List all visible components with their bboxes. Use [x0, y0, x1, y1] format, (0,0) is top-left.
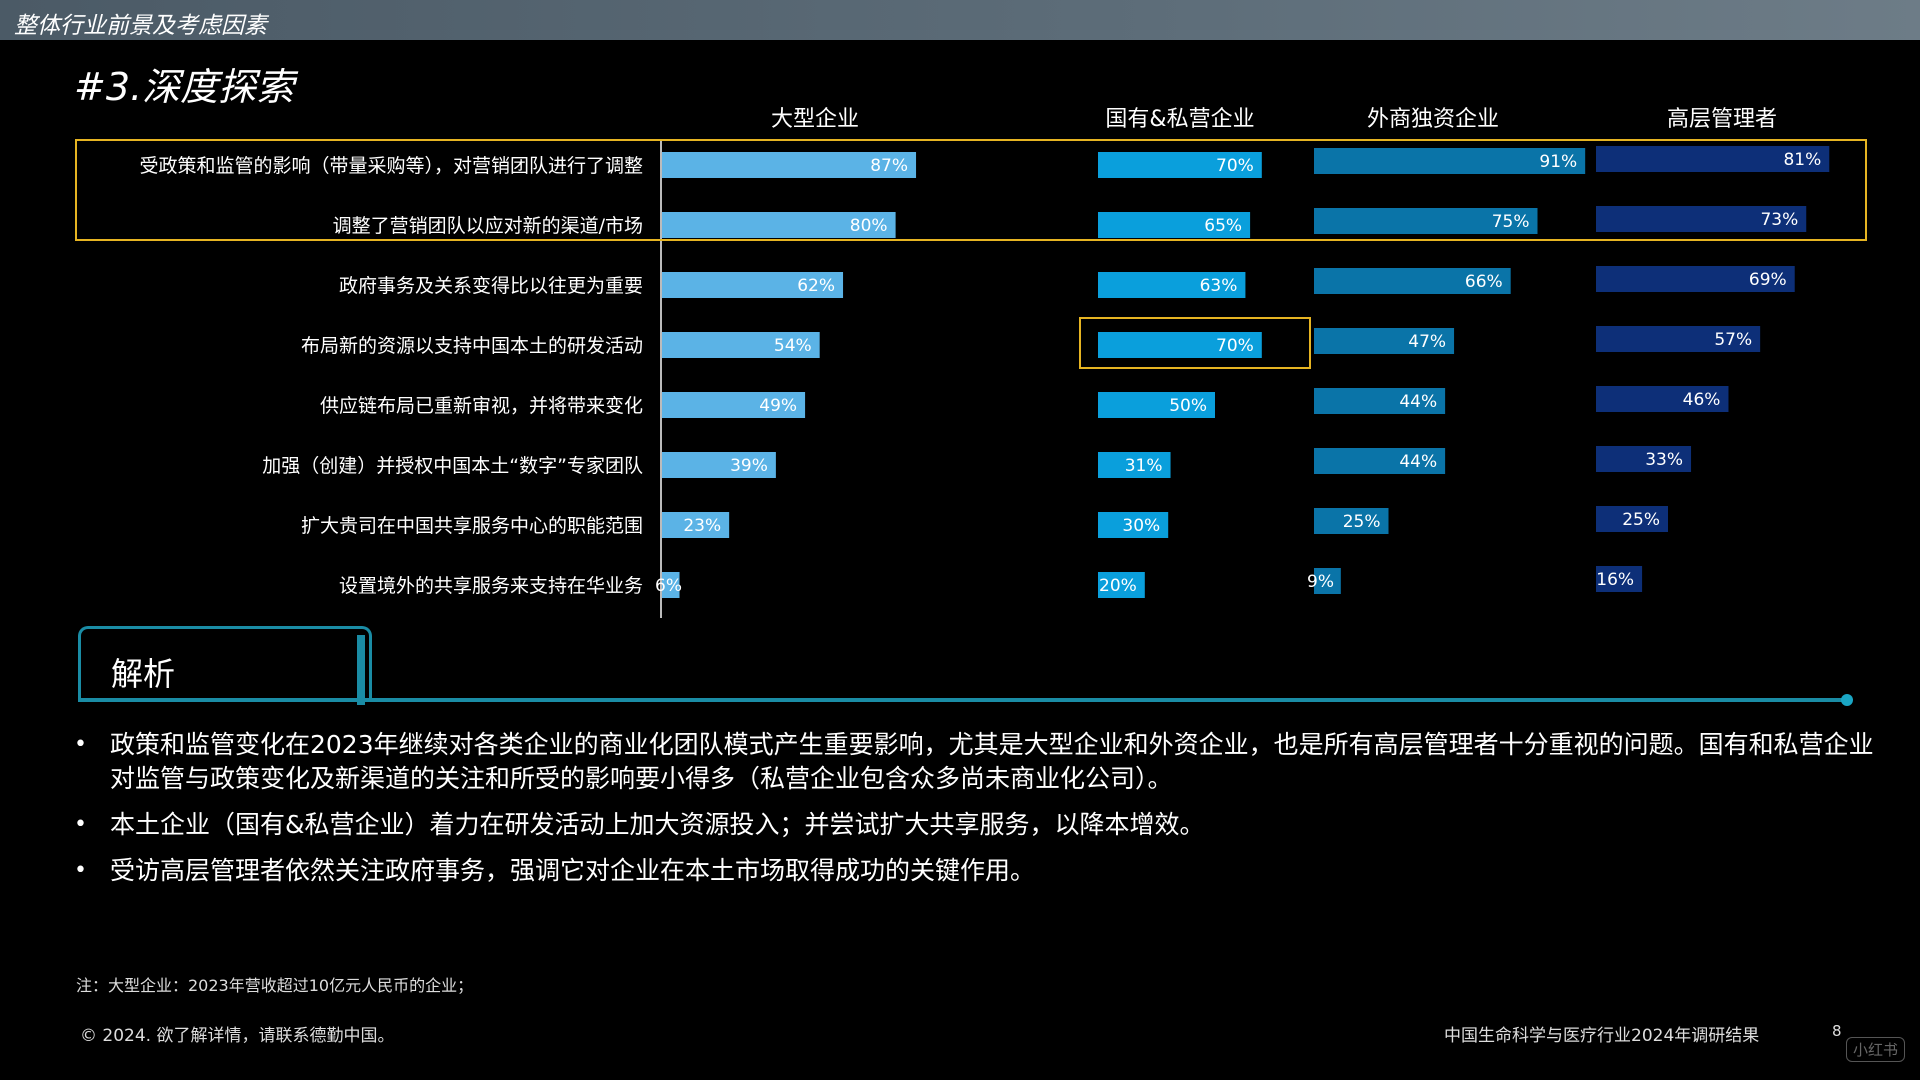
- report-title: 中国生命科学与医疗行业2024年调研结果: [1444, 1026, 1760, 1046]
- bar: [1596, 146, 1830, 172]
- bar: [1314, 568, 1341, 594]
- data-label: 44%: [1399, 392, 1437, 412]
- category-label: 供应链布局已重新审视，并将带来变化: [320, 395, 643, 417]
- analysis-title: 解析: [111, 655, 176, 693]
- category-label: 加强（创建）并授权中国本土“数字”专家团队: [262, 455, 643, 477]
- analysis-divider: [78, 698, 1846, 702]
- data-label: 91%: [1539, 152, 1577, 172]
- data-label: 66%: [1465, 272, 1503, 292]
- bar: [1314, 328, 1455, 354]
- series-header-label: 国有&私营企业: [1105, 107, 1254, 132]
- data-label: 23%: [683, 516, 721, 536]
- bar: [1596, 266, 1795, 292]
- data-label: 9%: [1307, 572, 1334, 592]
- watermark-logo: 小红书: [1846, 1037, 1906, 1062]
- series-header-label: 高层管理者: [1667, 107, 1777, 132]
- data-label: 44%: [1399, 452, 1437, 472]
- page-number: 8: [1832, 1022, 1842, 1040]
- data-label: 50%: [1169, 396, 1207, 416]
- bar: [1098, 212, 1251, 238]
- series-header-label: 外商独资企业: [1367, 107, 1499, 132]
- highlight-box-soe-rd: [1079, 317, 1311, 369]
- bar: [1098, 452, 1171, 478]
- category-label: 政府事务及关系变得比以往更为重要: [339, 275, 643, 297]
- data-label: 87%: [870, 156, 908, 176]
- bar: [1314, 148, 1586, 174]
- bar: [662, 152, 917, 178]
- bar: [1098, 392, 1215, 418]
- data-label: 65%: [1204, 216, 1242, 236]
- bar: [1596, 326, 1761, 352]
- data-label: 54%: [774, 336, 812, 356]
- page-title: #3.深度探索: [74, 65, 295, 109]
- data-label: 16%: [1596, 570, 1634, 590]
- bar: [1314, 208, 1538, 234]
- section-header-bar: 整体行业前景及考虑因素: [0, 0, 1920, 40]
- analysis-bullets: 政策和监管变化在2023年继续对各类企业的商业化团队模式产生重要影响，尤其是大型…: [74, 728, 1874, 900]
- data-label: 46%: [1683, 390, 1721, 410]
- footnote: 注：大型企业：2023年营收超过10亿元人民币的企业；: [76, 976, 474, 995]
- data-label: 6%: [655, 576, 682, 596]
- analysis-divider-dot: [1841, 694, 1853, 706]
- bar: [662, 272, 844, 298]
- category-label: 调整了营销团队以应对新的渠道/市场: [333, 215, 643, 237]
- copyright: © 2024. 欲了解详情，请联系德勤中国。: [80, 1026, 395, 1046]
- data-label: 20%: [1099, 576, 1137, 596]
- bullet-item: 政策和监管变化在2023年继续对各类企业的商业化团队模式产生重要影响，尤其是大型…: [74, 728, 1874, 796]
- bar: [662, 572, 680, 598]
- section-title: 整体行业前景及考虑因素: [14, 13, 267, 39]
- bar: [1596, 506, 1668, 532]
- data-label: 57%: [1714, 330, 1752, 350]
- data-label: 30%: [1122, 516, 1160, 536]
- data-label: 80%: [850, 216, 888, 236]
- data-label: 63%: [1200, 276, 1238, 296]
- data-label: 47%: [1408, 332, 1446, 352]
- highlight-box-top-rows: [75, 139, 1867, 241]
- data-label: 69%: [1749, 270, 1787, 290]
- bar: [1098, 272, 1246, 298]
- bar: [1314, 268, 1511, 294]
- bar: [662, 332, 820, 358]
- analysis-tab: 解析: [78, 626, 372, 705]
- data-label: 39%: [730, 456, 768, 476]
- data-label: 31%: [1125, 456, 1163, 476]
- bar: [1314, 508, 1389, 534]
- bar: [1098, 572, 1145, 598]
- bar: [1596, 206, 1807, 232]
- bar: [662, 512, 730, 538]
- bar: [1098, 152, 1262, 178]
- data-label: 62%: [797, 276, 835, 296]
- category-label: 布局新的资源以支持中国本土的研发活动: [301, 335, 643, 357]
- bullet-item: 本土企业（国有&私营企业）着力在研发活动上加大资源投入；并尝试扩大共享服务，以降…: [74, 808, 1874, 842]
- bar: [662, 212, 896, 238]
- data-label: 81%: [1783, 150, 1821, 170]
- bar-chart: 大型企业 国有&私营企业 外商独资企业 高层管理者受政策和监管的影响（带量采购等），对…: [75, 107, 1867, 618]
- bar: [1314, 448, 1446, 474]
- category-label: 受政策和监管的影响（带量采购等），对营销团队进行了调整: [139, 155, 643, 177]
- bar: [662, 452, 776, 478]
- bar: [662, 392, 806, 418]
- data-label: 75%: [1492, 212, 1530, 232]
- bar: [1596, 446, 1692, 472]
- bar: [1098, 332, 1262, 358]
- bar: [1596, 386, 1729, 412]
- data-label: 49%: [759, 396, 797, 416]
- data-label: 70%: [1216, 336, 1254, 356]
- data-label: 73%: [1760, 210, 1798, 230]
- bar: [1314, 388, 1446, 414]
- bar: [1098, 512, 1169, 538]
- data-label: 25%: [1343, 512, 1381, 532]
- bullet-item: 受访高层管理者依然关注政府事务，强调它对企业在本土市场取得成功的关键作用。: [74, 854, 1874, 888]
- series-header-label: 大型企业: [771, 107, 859, 132]
- data-label: 33%: [1645, 450, 1683, 470]
- data-label: 25%: [1622, 510, 1660, 530]
- category-label: 扩大贵司在中国共享服务中心的职能范围: [301, 515, 643, 537]
- data-label: 70%: [1216, 156, 1254, 176]
- category-label: 设置境外的共享服务来支持在华业务: [339, 575, 643, 597]
- bar: [1596, 566, 1643, 592]
